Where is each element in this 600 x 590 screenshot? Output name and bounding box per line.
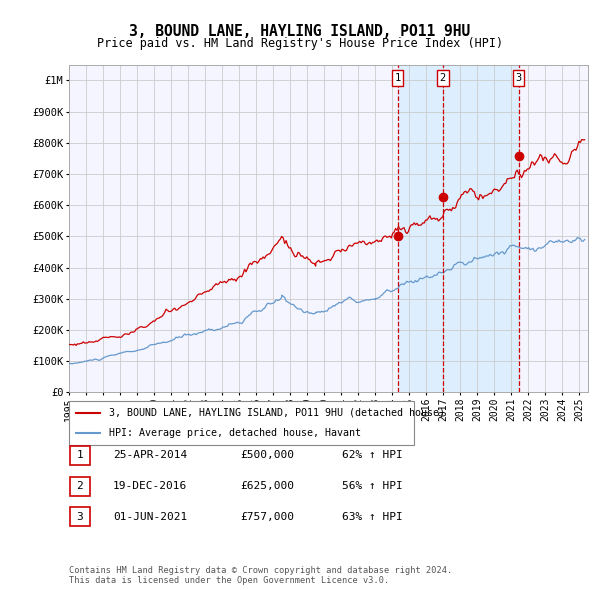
Text: £625,000: £625,000 [240,481,294,491]
Text: £757,000: £757,000 [240,512,294,522]
Text: 3: 3 [76,512,83,522]
Bar [398,65,518,392]
Text: 01-JUN-2021: 01-JUN-2021 [113,512,187,522]
Text: 3, BOUND LANE, HAYLING ISLAND, PO11 9HU (detached house): 3, BOUND LANE, HAYLING ISLAND, PO11 9HU … [109,408,445,418]
Text: 3: 3 [515,73,521,83]
Text: £500,000: £500,000 [240,451,294,460]
Text: 19-DEC-2016: 19-DEC-2016 [113,481,187,491]
FancyBboxPatch shape [70,507,89,526]
Text: 63% ↑ HPI: 63% ↑ HPI [342,512,403,522]
FancyBboxPatch shape [70,477,89,496]
Text: 1: 1 [76,451,83,460]
Text: HPI: Average price, detached house, Havant: HPI: Average price, detached house, Hava… [109,428,361,438]
Text: 2: 2 [76,481,83,491]
Text: Price paid vs. HM Land Registry's House Price Index (HPI): Price paid vs. HM Land Registry's House … [97,37,503,50]
Text: 1: 1 [395,73,401,83]
FancyBboxPatch shape [69,401,414,445]
Text: Contains HM Land Registry data © Crown copyright and database right 2024.
This d: Contains HM Land Registry data © Crown c… [69,566,452,585]
Text: 2: 2 [440,73,446,83]
Text: 25-APR-2014: 25-APR-2014 [113,451,187,460]
Text: 3, BOUND LANE, HAYLING ISLAND, PO11 9HU: 3, BOUND LANE, HAYLING ISLAND, PO11 9HU [130,24,470,38]
Text: 62% ↑ HPI: 62% ↑ HPI [342,451,403,460]
Text: 56% ↑ HPI: 56% ↑ HPI [342,481,403,491]
FancyBboxPatch shape [70,446,89,465]
